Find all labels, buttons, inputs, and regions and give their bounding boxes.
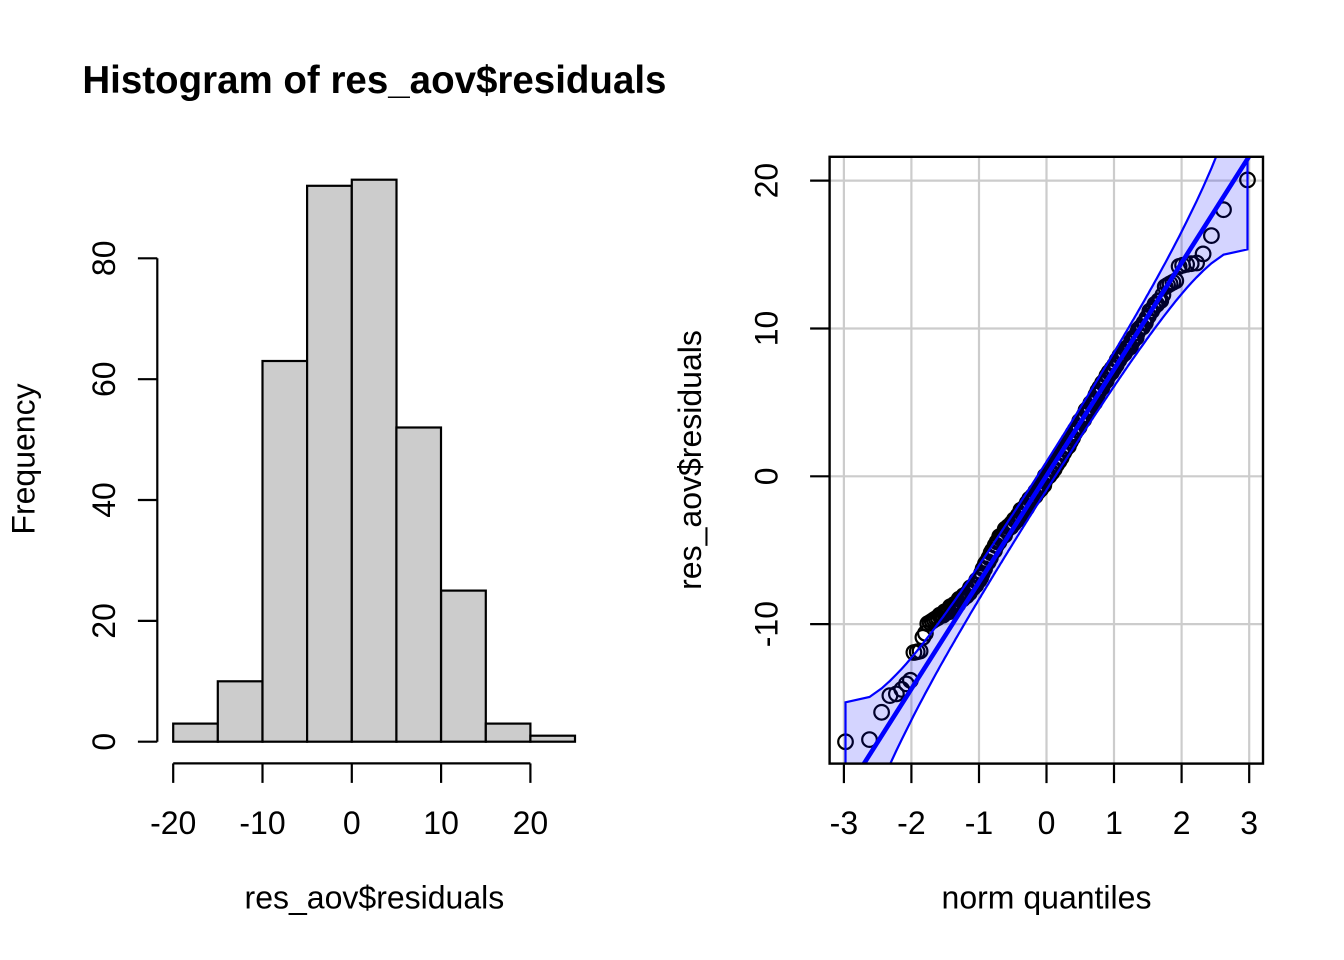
svg-text:0: 0: [1038, 805, 1056, 841]
svg-text:40: 40: [86, 482, 122, 518]
svg-text:res_aov$residuals: res_aov$residuals: [672, 330, 708, 590]
svg-text:-3: -3: [830, 805, 858, 841]
svg-text:norm quantiles: norm quantiles: [942, 880, 1152, 916]
svg-text:-1: -1: [965, 805, 993, 841]
svg-text:Frequency: Frequency: [6, 383, 42, 534]
svg-text:20: 20: [86, 603, 122, 639]
svg-text:-10: -10: [749, 601, 785, 647]
svg-text:0: 0: [86, 733, 122, 751]
svg-text:60: 60: [86, 361, 122, 397]
svg-text:20: 20: [749, 163, 785, 199]
svg-text:80: 80: [86, 241, 122, 277]
svg-text:-10: -10: [239, 805, 285, 841]
svg-text:-2: -2: [897, 805, 925, 841]
svg-text:20: 20: [513, 805, 549, 841]
svg-text:2: 2: [1173, 805, 1191, 841]
svg-text:0: 0: [749, 467, 785, 485]
svg-text:3: 3: [1240, 805, 1258, 841]
svg-text:10: 10: [749, 311, 785, 347]
svg-text:1: 1: [1105, 805, 1123, 841]
svg-text:10: 10: [423, 805, 459, 841]
svg-text:res_aov$residuals: res_aov$residuals: [245, 880, 505, 916]
svg-text:Histogram of res_aov$residuals: Histogram of res_aov$residuals: [82, 59, 666, 102]
svg-text:0: 0: [343, 805, 361, 841]
svg-text:-20: -20: [150, 805, 196, 841]
